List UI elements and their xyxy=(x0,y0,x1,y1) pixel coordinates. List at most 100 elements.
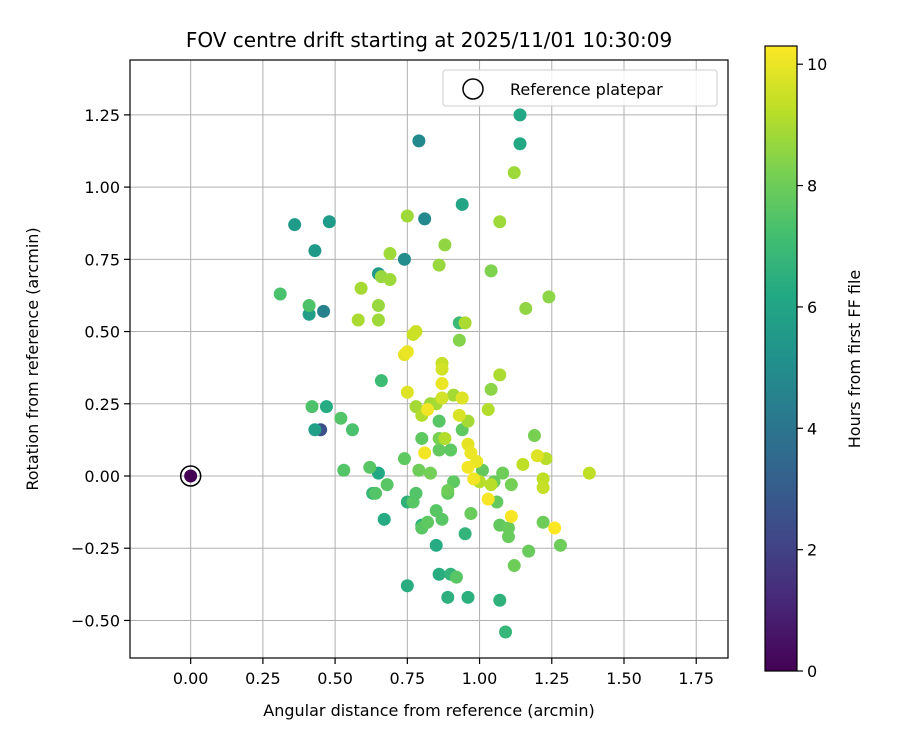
legend-marker-hollow-circle-icon xyxy=(462,78,484,100)
data-point xyxy=(305,400,319,414)
data-point xyxy=(435,377,449,391)
reference-platepar-marker xyxy=(179,465,202,487)
x-tick-label: 0.75 xyxy=(390,669,426,688)
data-point xyxy=(507,559,521,573)
data-point xyxy=(438,431,452,445)
data-point xyxy=(522,544,536,558)
data-point xyxy=(345,423,359,437)
data-point xyxy=(452,408,466,422)
x-tick-label: 0.50 xyxy=(317,669,353,688)
data-point xyxy=(334,411,348,425)
colorbar-tick-label: 6 xyxy=(807,298,817,317)
legend-label: Reference platepar xyxy=(510,80,663,99)
data-point xyxy=(377,512,391,526)
colorbar-gradient xyxy=(764,45,798,672)
data-point xyxy=(441,590,455,604)
data-point xyxy=(455,391,469,405)
reference-marker xyxy=(179,465,202,487)
y-tick-label: 0.75 xyxy=(84,250,120,269)
data-point xyxy=(536,515,550,529)
data-point xyxy=(496,466,510,480)
data-point xyxy=(553,538,567,552)
data-point xyxy=(467,472,481,486)
data-point xyxy=(504,478,518,492)
data-point xyxy=(461,590,475,604)
data-point xyxy=(400,579,414,593)
x-tick-label: 1.00 xyxy=(462,669,498,688)
data-point xyxy=(412,134,426,148)
data-point xyxy=(530,449,544,463)
data-point xyxy=(432,414,446,428)
data-point xyxy=(400,345,414,359)
data-point xyxy=(461,460,475,474)
data-point xyxy=(421,515,435,529)
data-point xyxy=(582,466,596,480)
data-point xyxy=(432,443,446,457)
colorbar-label: Hours from first FF file xyxy=(845,270,864,449)
data-point xyxy=(374,374,388,388)
data-point xyxy=(449,570,463,584)
y-tick-label: 1.00 xyxy=(84,178,120,197)
data-point xyxy=(481,403,495,417)
data-point xyxy=(423,466,437,480)
data-point xyxy=(397,252,411,266)
y-tick-label: 0.50 xyxy=(84,323,120,342)
data-point xyxy=(397,452,411,466)
data-point xyxy=(415,431,429,445)
data-point xyxy=(493,593,507,607)
colorbar-ticks: 0 2 4 6 8 10 xyxy=(797,55,827,681)
data-point xyxy=(409,486,423,500)
y-tick-label: 0.00 xyxy=(84,467,120,486)
colorbar-tick-label: 2 xyxy=(807,541,817,560)
data-point xyxy=(400,209,414,223)
data-point xyxy=(432,258,446,272)
data-point xyxy=(319,400,333,414)
x-tick-label: 1.50 xyxy=(606,669,642,688)
x-axis-ticks: 0.00 0.25 0.50 0.75 1.00 1.25 1.50 1.75 xyxy=(173,658,714,688)
data-point xyxy=(481,492,495,506)
legend: Reference platepar xyxy=(442,69,718,107)
data-point xyxy=(452,333,466,347)
x-axis-label: Angular distance from reference (arcmin) xyxy=(263,701,594,720)
data-point xyxy=(484,382,498,396)
data-point xyxy=(383,273,397,287)
data-point xyxy=(536,481,550,495)
data-point xyxy=(371,313,385,327)
colorbar-tick-label: 8 xyxy=(807,177,817,196)
data-point xyxy=(400,385,414,399)
data-point xyxy=(409,325,423,339)
x-tick-label: 0.25 xyxy=(245,669,281,688)
plot-frame xyxy=(129,59,729,659)
data-point xyxy=(435,391,449,405)
data-point xyxy=(288,218,302,232)
data-point xyxy=(429,538,443,552)
y-tick-label: 1.25 xyxy=(84,106,120,125)
data-point xyxy=(516,457,530,471)
data-point xyxy=(548,521,562,535)
data-point xyxy=(363,460,377,474)
data-point xyxy=(337,463,351,477)
colorbar-tick-label: 4 xyxy=(807,419,817,438)
data-point xyxy=(455,197,469,211)
data-point xyxy=(458,527,472,541)
data-point xyxy=(412,463,426,477)
data-points xyxy=(184,108,596,639)
x-tick-label: 1.25 xyxy=(534,669,570,688)
colorbar-tick-label: 0 xyxy=(807,662,817,681)
data-point xyxy=(435,362,449,376)
data-point xyxy=(354,281,368,295)
colorbar-tick-label: 10 xyxy=(807,55,827,74)
y-tick-label: −0.25 xyxy=(71,539,120,558)
y-tick-label: 0.25 xyxy=(84,395,120,414)
data-point xyxy=(435,512,449,526)
legend-box xyxy=(442,69,718,107)
data-point xyxy=(458,316,472,330)
y-tick-label: −0.50 xyxy=(71,611,120,630)
data-point xyxy=(542,290,556,304)
data-point xyxy=(418,212,432,226)
data-point xyxy=(432,567,446,581)
data-point xyxy=(371,299,385,313)
chart-title: FOV centre drift starting at 2025/11/01 … xyxy=(186,28,672,52)
data-point xyxy=(464,507,478,521)
